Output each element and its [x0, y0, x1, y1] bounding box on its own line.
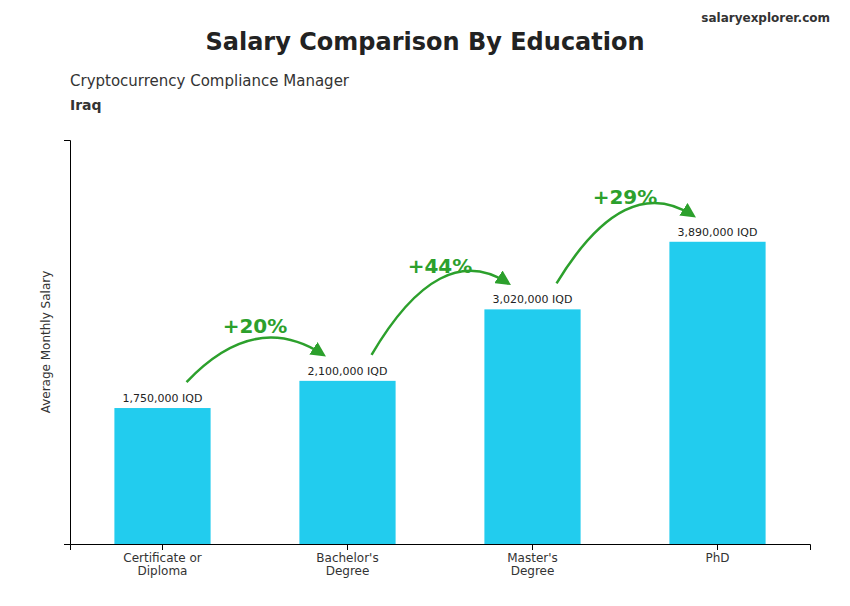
x-tick-label: Certificate orDiploma	[123, 551, 201, 579]
value-label: 3,020,000 IQD	[493, 293, 573, 306]
change-arrow	[372, 271, 509, 355]
change-arrow	[557, 203, 694, 283]
x-tick-mark	[717, 544, 718, 550]
site-label: salaryexplorer.com	[701, 11, 830, 25]
x-tick-mark	[162, 544, 163, 550]
x-tick: Bachelor'sDegree	[316, 544, 378, 578]
title: Salary Comparison By Education	[205, 28, 644, 56]
change-label: +20%	[223, 314, 288, 338]
subtitle: Cryptocurrency Compliance Manager	[70, 72, 350, 90]
bar	[669, 242, 765, 544]
bar	[484, 309, 580, 544]
x-tick-label: PhD	[705, 551, 729, 565]
change-label: +44%	[408, 254, 473, 278]
x-axis-line	[71, 545, 811, 551]
chart: Salary Comparison By Education Cryptocurr…	[0, 0, 850, 606]
x-tick: PhD	[705, 544, 729, 565]
bar	[114, 408, 210, 544]
x-tick: Master'sDegree	[507, 544, 558, 578]
y-axis	[64, 141, 71, 545]
value-label: 3,890,000 IQD	[678, 226, 758, 239]
plot-area	[114, 242, 765, 544]
x-axis: Certificate orDiploma Bachelor'sDegree Mas…	[71, 544, 811, 578]
change-label: +29%	[593, 185, 658, 209]
value-label: 2,100,000 IQD	[308, 365, 388, 378]
y-axis-line	[64, 141, 71, 545]
x-tick-mark	[347, 544, 348, 550]
x-tick: Certificate orDiploma	[123, 544, 201, 578]
country-label: Iraq	[70, 97, 102, 113]
x-tick-label: Bachelor'sDegree	[316, 551, 378, 579]
bar	[299, 381, 395, 544]
x-tick-mark	[532, 544, 533, 550]
value-label: 1,750,000 IQD	[123, 392, 203, 405]
x-tick-label: Master'sDegree	[507, 551, 558, 579]
y-axis-label: Average Monthly Salary	[39, 271, 53, 414]
change-arrow	[187, 338, 324, 382]
